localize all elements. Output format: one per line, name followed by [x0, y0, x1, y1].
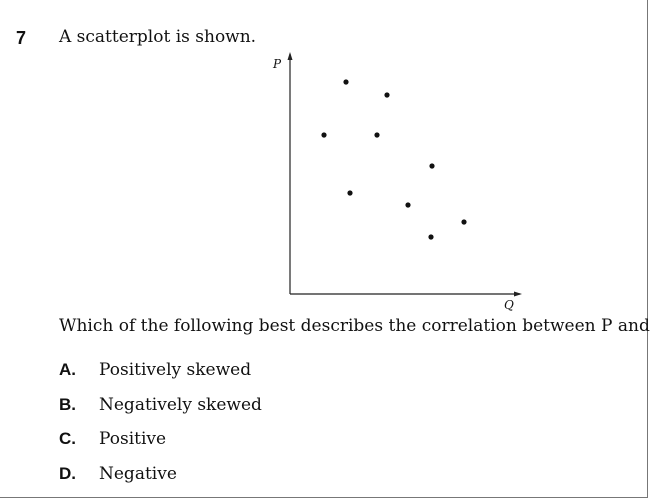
- option-text: Positively skewed: [99, 360, 252, 380]
- data-point: [405, 202, 411, 208]
- data-point: [461, 219, 467, 225]
- data-point: [374, 132, 380, 138]
- option-b[interactable]: B. Negatively skewed: [59, 395, 262, 415]
- option-letter: C.: [59, 429, 76, 448]
- x-axis-arrow: [514, 291, 522, 297]
- data-point: [321, 132, 327, 138]
- data-point: [343, 79, 349, 85]
- x-axis-label: Q: [504, 298, 514, 312]
- data-point: [384, 92, 390, 98]
- option-letter: A.: [59, 360, 76, 379]
- option-text: Positive: [99, 429, 167, 449]
- question-stem: A scatterplot is shown.: [59, 27, 257, 47]
- option-c[interactable]: C. Positive: [59, 429, 166, 449]
- data-point: [428, 234, 434, 240]
- option-d[interactable]: D. Negative: [59, 464, 177, 484]
- y-axis-label: P: [272, 57, 282, 71]
- question-number: 7: [16, 28, 27, 48]
- option-letter: B.: [59, 395, 76, 414]
- y-axis-arrow: [287, 52, 293, 60]
- option-text: Negatively skewed: [99, 395, 262, 415]
- data-point: [347, 190, 353, 196]
- option-letter: D.: [59, 464, 76, 483]
- scatterplot: P Q: [272, 52, 522, 312]
- question-prompt: Which of the following best describes th…: [59, 316, 651, 336]
- option-a[interactable]: A. Positively skewed: [59, 360, 251, 380]
- data-point: [429, 163, 435, 169]
- option-text: Negative: [99, 464, 177, 484]
